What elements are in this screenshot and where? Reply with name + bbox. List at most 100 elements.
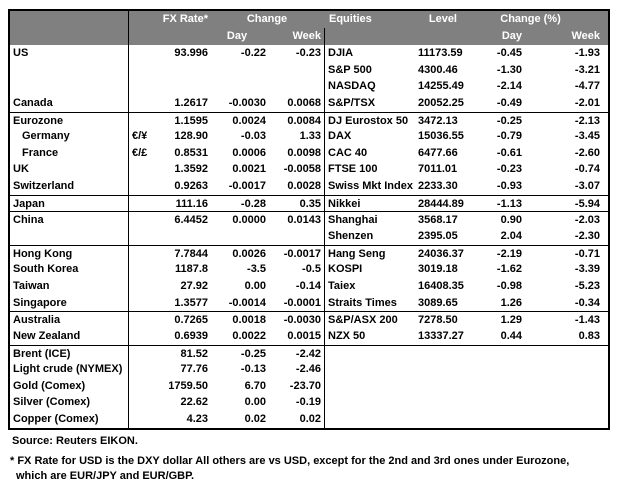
- fx-day-change-value: 6.70: [244, 379, 266, 392]
- fx-day-change-value: 0.0006: [232, 146, 266, 159]
- currency-pair-label: [129, 62, 160, 79]
- region-label: Canada: [10, 94, 129, 112]
- equity-index-label: Straits Times: [328, 296, 397, 309]
- fx-rate-value: 0.9263: [174, 180, 208, 193]
- equity-week-change-value: -5.94: [574, 197, 600, 210]
- currency-pair-label: [129, 394, 160, 411]
- equity-day-change-value: [456, 346, 524, 362]
- fx-rate-value: 6.4452: [174, 214, 208, 227]
- fx-week-change-value: 0.0084: [266, 112, 325, 129]
- region-label: Taiwan: [10, 277, 129, 295]
- fx-week-change-value: 0.0068: [266, 94, 325, 112]
- header-spacer: [325, 28, 456, 45]
- fx-week-change-value: 0.0028: [266, 178, 325, 195]
- equity-week-change-value: -3.45: [574, 130, 600, 143]
- equity-level-value: 20052.25: [418, 96, 464, 109]
- equity-week-change-value: -0.34: [574, 296, 600, 309]
- currency-pair-label: [129, 45, 160, 62]
- header-spacer: [10, 28, 129, 45]
- region-label: Singapore: [10, 294, 129, 312]
- fx-week-change-value: -0.0001: [266, 294, 325, 312]
- equity-week-change-value: [524, 378, 603, 395]
- fx-rate-value: 22.62: [180, 396, 208, 409]
- equity-level-value: 3568.17: [418, 214, 458, 227]
- fx-week-change-value: [266, 61, 325, 79]
- currency-pair-label: [129, 212, 160, 228]
- fx-day-change-value: -0.03: [240, 130, 266, 143]
- equity-week-change-value: [524, 394, 603, 411]
- fx-rate-value: 7.7844: [174, 247, 208, 260]
- fx-week-change-value: 0.0098: [266, 144, 325, 162]
- equity-day-change-value: -1.13: [496, 197, 522, 210]
- currency-pair-label: [129, 178, 160, 195]
- table-row: Singapore 1.3577 -0.0014 -0.0001 Straits Tim…: [10, 294, 608, 312]
- equity-index-label: [325, 361, 418, 378]
- equity-level-value: 14255.49: [418, 80, 464, 93]
- region-label: China: [10, 212, 129, 229]
- fx-week-change-value: 0.02: [266, 411, 325, 428]
- header-equities-level: Level: [428, 13, 457, 25]
- fx-rate-value: 1.2617: [174, 96, 208, 109]
- fx-week-change-value: 0.35: [266, 195, 325, 212]
- region-label: Australia: [10, 312, 129, 328]
- fx-day-change-value: -0.13: [240, 363, 266, 376]
- fx-week-change-value: -23.70: [266, 377, 325, 395]
- region-label: France: [10, 144, 129, 162]
- equity-week-change-value: [524, 411, 603, 428]
- equity-index-label: DJIA: [328, 47, 354, 59]
- table-row: Germany €/¥ 128.90 -0.03 1.33 DAX 15036.55 -0.7…: [10, 128, 608, 145]
- region-label: US: [10, 45, 129, 62]
- currency-pair-label: [129, 295, 160, 312]
- region-label: [10, 78, 129, 95]
- fx-day-change-value: -0.0014: [228, 296, 266, 309]
- table-row: Silver (Comex) 22.62 0.00 -0.19: [10, 394, 608, 412]
- equity-day-change-value: -0.98: [496, 279, 522, 292]
- equity-index-label: Swiss Mkt Index: [328, 180, 413, 193]
- equity-index-label: FTSE 100: [328, 163, 378, 176]
- equity-week-change-value: [524, 361, 603, 378]
- equity-index-label: CAC 40: [328, 146, 368, 159]
- currency-pair-label: [129, 228, 160, 245]
- equity-level-value: 3472.13: [418, 114, 458, 127]
- header-spacer: [160, 28, 208, 45]
- fx-week-change-value: -2.42: [266, 345, 325, 362]
- fx-week-change-value: -0.14: [266, 277, 325, 295]
- table-row: Taiwan 27.92 0.00 -0.14 Taiex 16408.35 -0.98 -5…: [10, 277, 608, 295]
- equity-day-change-value: [456, 411, 524, 428]
- equity-level-value: 28444.89: [418, 197, 464, 210]
- equity-week-change-value: 0.83: [578, 329, 600, 342]
- fx-rate-value: 1.1595: [174, 114, 208, 127]
- fx-rate-value: 1.3577: [174, 296, 208, 309]
- table-row: Gold (Comex) 1759.50 6.70 -23.70: [10, 377, 608, 395]
- region-label: [10, 61, 129, 79]
- region-label: South Korea: [10, 261, 129, 278]
- equity-week-change-value: -1.43: [574, 314, 600, 327]
- fx-rate-value: [160, 62, 208, 79]
- equity-level-value: [418, 394, 456, 411]
- fx-equities-table: FX Rate* Change Equities Level Change (%…: [8, 9, 610, 430]
- equity-week-change-value: -4.77: [574, 80, 600, 93]
- equity-level-value: 3089.65: [418, 296, 458, 309]
- equity-day-change-value: 2.04: [500, 230, 522, 243]
- table-row: New Zealand 0.6939 0.0022 0.0015 NZX 50 13337…: [10, 327, 608, 345]
- fx-day-change-value: -0.0017: [228, 180, 266, 193]
- equity-index-label: Shenzen: [328, 230, 374, 243]
- equity-week-change-value: -2.60: [574, 146, 600, 159]
- equity-day-change-value: -0.79: [496, 130, 522, 143]
- header-fx-week: Week: [266, 28, 325, 45]
- table-row: Japan 111.16 -0.28 0.35 Nikkei 28444.89 -1.13 -…: [10, 194, 608, 212]
- fx-week-change-value: -0.0017: [266, 245, 325, 262]
- fx-day-change-value: 0.0000: [232, 214, 266, 227]
- equity-week-change-value: -2.13: [574, 114, 600, 127]
- equity-index-label: [325, 346, 418, 362]
- equity-week-change-value: -2.03: [574, 214, 600, 227]
- equity-index-label: DAX: [328, 130, 352, 143]
- currency-pair-label: [129, 346, 160, 362]
- header-equities-title: Equities: [329, 13, 372, 25]
- currency-pair-label: [129, 378, 160, 395]
- equity-index-label: KOSPI: [328, 263, 363, 276]
- equity-index-label: Taiex: [328, 279, 356, 292]
- table-row: Hong Kong 7.7844 0.0026 -0.0017 Hang Seng 240…: [10, 244, 608, 262]
- footnote-line-1: * FX Rate for USD is the DXY dollar All …: [10, 455, 570, 467]
- fx-rate-value: 0.8531: [174, 146, 208, 159]
